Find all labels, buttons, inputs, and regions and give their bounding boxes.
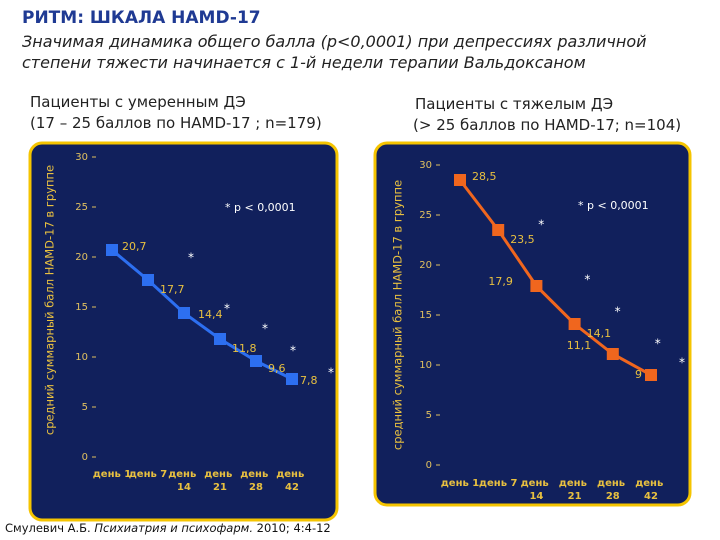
data-label: 14,4 (198, 308, 223, 321)
y-tick-label: 25 (75, 202, 88, 213)
significance-mark: * (188, 251, 194, 265)
citation: Смулевич А.Б. Психиатрия и психофарм. 20… (5, 521, 331, 535)
x-tick-label: день 1 (93, 469, 132, 480)
significance-mark: * (679, 356, 685, 370)
data-point (454, 174, 466, 186)
chart-title: Пациенты с умеренным ДЭ (30, 93, 246, 111)
significance-mark: * (584, 273, 590, 287)
significance-mark: * (615, 305, 621, 319)
y-axis-label: средний суммарный балл HAMD-17 в группе (391, 180, 405, 450)
data-label: 17,7 (160, 283, 185, 296)
x-tick-label: день 42 (276, 469, 308, 493)
slide-title: РИТМ: ШКАЛА HAMD-17 (22, 8, 261, 28)
data-label: 28,5 (472, 170, 497, 183)
x-tick-label: день 7 (129, 469, 168, 480)
y-tick-label: 15 (75, 302, 88, 313)
chart-title: (17 – 25 баллов по HAMD-17 ; n=179) (30, 114, 322, 132)
significance-mark: * (538, 218, 544, 232)
chart-title: (> 25 баллов по HAMD-17; n=104) (413, 116, 682, 134)
significance-mark: * (328, 366, 334, 380)
annotation: * p < 0,0001 (225, 201, 296, 214)
data-label: 9,6 (268, 362, 286, 375)
x-tick-label: день 28 (240, 469, 272, 493)
y-tick-label: 25 (419, 210, 432, 221)
y-tick-label: 10 (419, 360, 432, 371)
y-tick-label: 5 (426, 410, 432, 421)
data-label: 14,1 (587, 327, 612, 340)
x-tick-label: день 28 (597, 478, 629, 502)
y-tick-label: 0 (426, 460, 432, 471)
y-tick-label: 10 (75, 352, 88, 363)
data-point (645, 369, 657, 381)
data-point (106, 244, 118, 256)
y-tick-label: 20 (419, 260, 432, 271)
y-tick-label: 30 (419, 160, 432, 171)
citation-journal: Психиатрия и психофарм. (94, 521, 253, 535)
data-label: 11,8 (232, 342, 257, 355)
subtitle-line: степени тяжести начинается с 1-й недели … (22, 53, 586, 72)
chart-panel (28, 141, 339, 522)
chart-title: Пациенты с тяжелым ДЭ (415, 95, 614, 113)
data-label: 17,9 (488, 275, 513, 288)
significance-mark: * (262, 322, 268, 336)
data-point (250, 355, 262, 367)
data-point (530, 280, 543, 292)
y-tick-label: 5 (82, 402, 88, 413)
data-point (606, 348, 619, 360)
data-point (568, 318, 581, 330)
y-tick-label: 0 (82, 452, 88, 463)
citation-author: Смулевич А.Б. (5, 521, 91, 535)
data-label: 11,1 (567, 339, 592, 352)
data-point (178, 307, 190, 319)
data-point (142, 274, 154, 286)
subtitle-line: Значимая динамика общего балла (p<0,0001… (22, 32, 647, 51)
data-label: 9 (635, 368, 642, 381)
x-tick-label: день 7 (479, 478, 518, 489)
data-point (492, 224, 505, 236)
y-axis-label: средний суммарный балл HAMD-17 в группе (43, 165, 57, 435)
x-tick-label: день 21 (204, 469, 236, 493)
x-tick-label: день 21 (559, 478, 591, 502)
data-label: 7,8 (300, 374, 318, 387)
data-point (286, 373, 298, 385)
y-tick-label: 30 (75, 152, 88, 163)
x-tick-label: день 42 (635, 478, 667, 502)
data-label: 20,7 (122, 240, 147, 253)
significance-mark: * (290, 344, 296, 358)
data-line (458, 179, 652, 377)
data-point (214, 333, 226, 345)
significance-mark: * (655, 337, 661, 351)
y-tick-label: 15 (419, 310, 432, 321)
x-tick-label: день 14 (521, 478, 553, 502)
chart-panel (373, 141, 692, 507)
annotation: * p < 0,0001 (578, 199, 649, 212)
citation-details: 2010; 4:4-12 (256, 521, 331, 535)
x-tick-label: день 1 (441, 478, 480, 489)
data-label: 23,5 (510, 233, 535, 246)
x-tick-label: день 14 (168, 469, 200, 493)
significance-mark: * (224, 302, 230, 316)
y-tick-label: 20 (75, 252, 88, 263)
